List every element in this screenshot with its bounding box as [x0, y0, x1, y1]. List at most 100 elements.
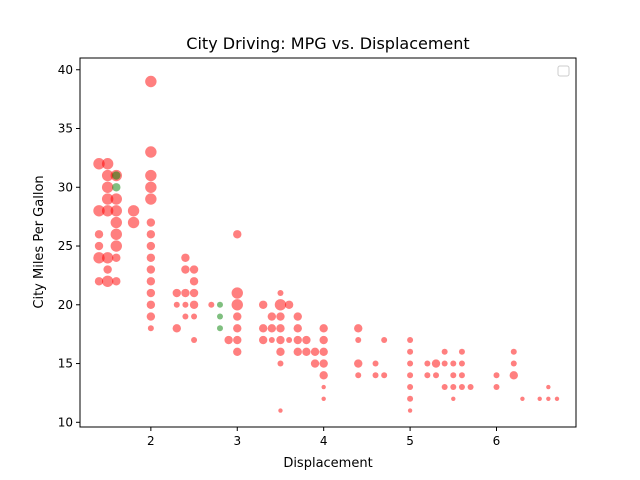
data-point [182, 313, 189, 320]
data-point [146, 230, 156, 239]
y-tick-label: 25 [58, 239, 73, 253]
data-point [451, 396, 456, 401]
data-point [381, 372, 388, 379]
data-point [510, 348, 517, 355]
data-point [407, 384, 414, 391]
data-point [146, 265, 156, 274]
plot-area [80, 58, 576, 427]
data-point [554, 396, 560, 401]
data-point [493, 384, 500, 391]
data-point [189, 277, 199, 286]
data-point [181, 265, 190, 274]
x-tick-label: 2 [147, 434, 155, 448]
y-tick-label: 40 [58, 63, 73, 77]
data-point [407, 337, 414, 344]
data-point [276, 335, 285, 345]
data-point [286, 337, 293, 344]
data-point [101, 158, 114, 170]
data-point [276, 324, 285, 333]
data-point [407, 372, 414, 379]
data-point [520, 396, 525, 401]
y-axis-label: City Miles Per Gallon [32, 175, 47, 308]
y-axis: 10 15 20 25 30 35 40 [58, 63, 80, 429]
data-point [509, 371, 518, 380]
data-point [537, 396, 542, 401]
data-point [101, 275, 114, 287]
data-point [293, 324, 302, 333]
data-point [224, 335, 233, 345]
data-point [181, 253, 190, 262]
data-point [293, 312, 302, 321]
data-point [450, 360, 457, 367]
data-point [372, 372, 379, 379]
data-point [267, 324, 277, 333]
x-tick-label: 4 [320, 434, 328, 448]
data-point [191, 313, 198, 320]
data-point [146, 218, 156, 227]
data-point [458, 372, 465, 379]
data-point [310, 359, 320, 368]
data-point [258, 300, 268, 309]
data-point [319, 371, 328, 380]
data-point [302, 347, 311, 356]
data-point [276, 347, 285, 356]
data-point [233, 230, 242, 239]
data-point [407, 395, 414, 402]
data-point [110, 240, 122, 252]
data-point [407, 348, 414, 355]
legend-box [557, 65, 570, 77]
data-point [310, 347, 320, 356]
data-point [467, 384, 474, 391]
data-point [321, 396, 326, 401]
data-point [433, 372, 440, 379]
data-points [93, 75, 560, 413]
data-point [146, 277, 156, 286]
data-point [274, 299, 287, 311]
data-point [173, 301, 180, 308]
data-point [145, 181, 157, 193]
x-tick-label: 6 [493, 434, 501, 448]
data-point [424, 372, 431, 379]
data-point [216, 325, 223, 332]
data-point [145, 169, 157, 182]
data-point [276, 312, 285, 321]
data-point [354, 324, 363, 333]
data-point [546, 396, 551, 401]
data-point [424, 360, 431, 367]
data-point [145, 75, 157, 88]
data-point [172, 288, 181, 298]
data-point [101, 169, 114, 182]
data-point [302, 335, 311, 345]
data-point [233, 312, 242, 321]
data-point [146, 312, 156, 321]
data-point [172, 324, 181, 333]
data-point [146, 253, 156, 262]
data-point [112, 171, 121, 180]
data-point [112, 253, 121, 262]
data-point [146, 300, 156, 309]
data-point [216, 301, 223, 308]
data-point [277, 290, 284, 297]
data-point [441, 348, 448, 355]
data-point [189, 288, 199, 298]
data-point [321, 384, 326, 390]
data-point [293, 335, 302, 345]
data-point [127, 216, 140, 229]
data-point [293, 347, 302, 356]
data-point [319, 359, 328, 368]
data-point [277, 360, 284, 367]
data-point [458, 384, 465, 391]
data-point [147, 325, 154, 332]
x-tick-label: 5 [406, 434, 414, 448]
data-point [231, 299, 243, 311]
y-tick-label: 20 [58, 298, 73, 312]
data-point [233, 324, 242, 333]
data-point [191, 337, 198, 344]
data-point [93, 205, 105, 217]
y-tick-label: 30 [58, 180, 73, 194]
data-point [189, 300, 199, 309]
data-point [231, 287, 243, 299]
data-point [216, 313, 223, 320]
data-point [372, 360, 379, 367]
plot-frame [79, 57, 577, 428]
